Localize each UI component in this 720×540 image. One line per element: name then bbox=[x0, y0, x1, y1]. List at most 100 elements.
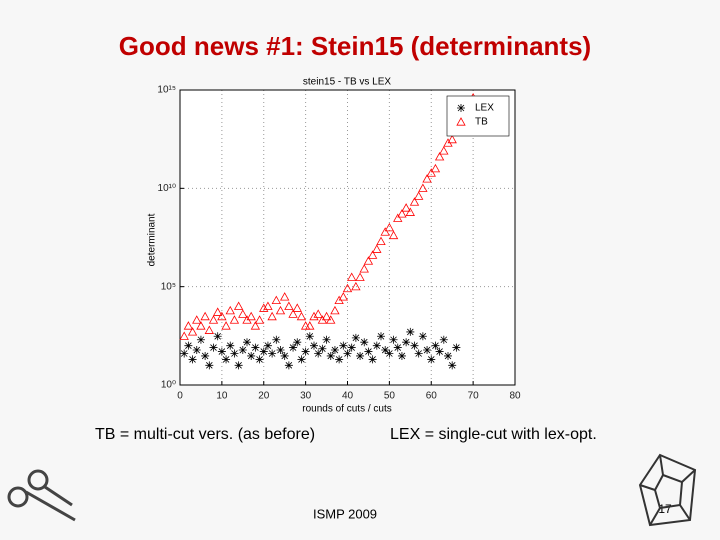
data-point bbox=[204, 325, 214, 334]
data-point bbox=[389, 335, 398, 344]
data-point bbox=[288, 309, 298, 318]
data-point bbox=[401, 203, 411, 212]
data-point bbox=[289, 343, 298, 352]
data-point bbox=[192, 315, 202, 324]
data-point bbox=[184, 341, 193, 350]
data-point bbox=[326, 315, 336, 324]
data-point bbox=[267, 311, 277, 321]
data-point bbox=[209, 343, 218, 352]
data-point bbox=[342, 283, 353, 293]
data-point bbox=[405, 207, 415, 216]
data-point bbox=[406, 327, 415, 336]
slide-title: Good news #1: Stein15 (determinants) bbox=[119, 31, 591, 61]
data-point bbox=[430, 163, 441, 173]
data-point bbox=[213, 307, 223, 316]
data-point bbox=[280, 292, 290, 301]
data-point bbox=[229, 315, 240, 324]
data-point bbox=[183, 321, 194, 330]
data-point bbox=[439, 146, 449, 155]
data-point bbox=[238, 309, 248, 318]
data-point bbox=[255, 355, 264, 364]
data-point bbox=[359, 264, 369, 273]
data-point bbox=[393, 213, 403, 222]
data-point bbox=[368, 355, 377, 364]
data-point bbox=[322, 335, 331, 344]
data-point bbox=[351, 281, 361, 291]
data-point bbox=[230, 349, 239, 358]
data-point bbox=[259, 347, 268, 356]
data-point bbox=[313, 309, 323, 318]
data-point bbox=[431, 341, 440, 350]
data-point bbox=[388, 230, 399, 240]
data-point bbox=[423, 346, 432, 355]
data-point bbox=[452, 343, 461, 352]
data-point bbox=[238, 346, 247, 355]
data-point bbox=[284, 301, 294, 310]
x-tick-label: 60 bbox=[426, 391, 438, 402]
data-point bbox=[301, 347, 310, 356]
data-point bbox=[363, 256, 374, 265]
data-point bbox=[263, 341, 272, 350]
data-point bbox=[246, 311, 256, 321]
data-point bbox=[205, 361, 214, 370]
data-point bbox=[364, 347, 373, 356]
data-point bbox=[393, 343, 402, 352]
x-tick-label: 20 bbox=[258, 391, 270, 402]
data-point bbox=[330, 305, 340, 315]
data-point bbox=[251, 343, 260, 352]
data-point bbox=[321, 311, 332, 321]
data-point bbox=[409, 197, 420, 206]
x-tick-label: 0 bbox=[177, 391, 183, 402]
legend-marker bbox=[457, 104, 465, 112]
legend-label: LEX bbox=[475, 103, 494, 114]
data-point bbox=[217, 311, 227, 321]
data-point bbox=[410, 341, 419, 350]
y-tick-label: 10¹⁵ bbox=[157, 85, 176, 96]
data-point bbox=[414, 349, 423, 358]
data-point bbox=[372, 244, 382, 253]
plot-background bbox=[180, 90, 515, 385]
data-point bbox=[343, 349, 352, 358]
x-axis-label: rounds of cuts / cuts bbox=[302, 404, 392, 415]
data-point bbox=[221, 321, 231, 330]
y-tick-label: 10¹⁰ bbox=[158, 183, 176, 194]
data-point bbox=[310, 341, 318, 350]
data-point bbox=[247, 351, 256, 360]
data-point bbox=[439, 335, 448, 344]
data-point bbox=[305, 321, 315, 330]
data-point bbox=[330, 346, 339, 355]
data-point bbox=[226, 341, 235, 350]
x-tick-label: 30 bbox=[300, 391, 312, 402]
data-point bbox=[268, 349, 277, 358]
caption-left: TB = multi-cut vers. (as before) bbox=[95, 426, 315, 443]
data-point bbox=[444, 351, 452, 360]
data-point bbox=[250, 321, 261, 330]
data-point bbox=[381, 346, 390, 355]
x-tick-label: 70 bbox=[468, 391, 480, 402]
data-point bbox=[201, 351, 210, 360]
data-point bbox=[297, 355, 306, 364]
data-point bbox=[397, 351, 406, 360]
chart-title: stein15 - TB vs LEX bbox=[303, 77, 392, 88]
data-point bbox=[187, 327, 198, 336]
caption-right: LEX = single-cut with lex-opt. bbox=[390, 426, 597, 443]
plot-frame bbox=[179, 89, 516, 386]
data-point bbox=[196, 335, 205, 344]
data-point bbox=[292, 303, 302, 312]
data-point bbox=[347, 272, 357, 281]
data-point bbox=[376, 236, 386, 246]
data-point bbox=[293, 338, 302, 347]
data-point bbox=[326, 351, 335, 360]
data-point bbox=[200, 311, 210, 321]
data-point bbox=[234, 361, 243, 370]
data-point bbox=[422, 174, 432, 183]
legend-marker bbox=[456, 117, 466, 126]
data-point bbox=[435, 347, 444, 356]
y-tick-label: 10⁵ bbox=[161, 281, 176, 292]
data-point bbox=[377, 332, 385, 341]
data-point bbox=[384, 222, 395, 232]
data-point bbox=[243, 338, 251, 347]
data-point bbox=[309, 311, 319, 321]
y-axis-label: determinant bbox=[147, 213, 158, 266]
scissors-icon bbox=[7, 469, 76, 522]
